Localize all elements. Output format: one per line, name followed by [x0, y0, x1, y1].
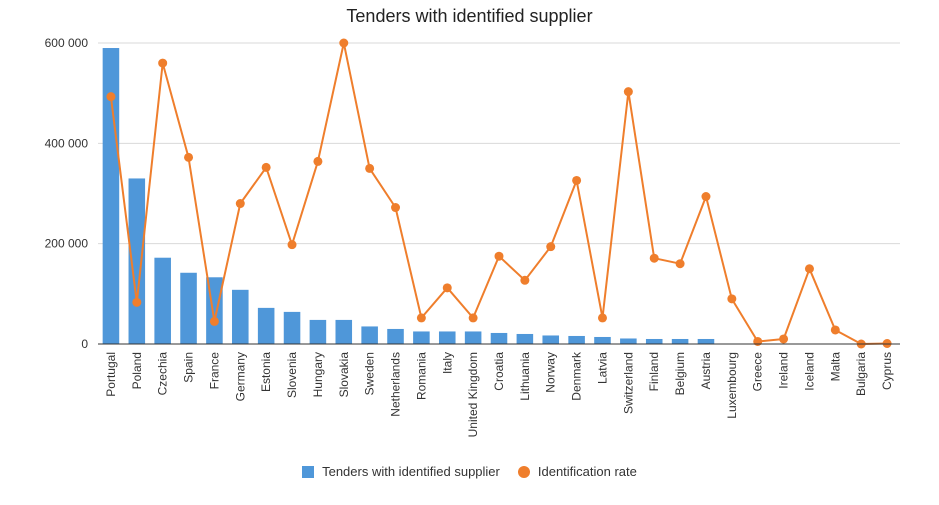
x-tick-label: Netherlands	[389, 352, 403, 417]
bar	[283, 311, 301, 344]
x-tick-label: Poland	[130, 352, 144, 389]
x-tick-label: Hungary	[311, 352, 325, 397]
rate-point	[442, 283, 452, 293]
x-tick-label: Belgium	[673, 352, 687, 395]
bar	[309, 319, 327, 344]
legend-swatch-bar	[302, 465, 315, 478]
x-tick-label: Cyprus	[880, 352, 894, 390]
x-tick-label: Germany	[233, 352, 247, 401]
chart-legend: Tenders with identified supplier Identif…	[0, 464, 939, 479]
bar	[516, 333, 534, 344]
x-tick-label: Malta	[828, 352, 842, 382]
rate-point	[365, 163, 375, 173]
bar	[671, 338, 689, 344]
x-tick-label: Slovakia	[337, 352, 351, 398]
rate-point	[649, 253, 659, 263]
x-tick-label: Croatia	[492, 352, 506, 391]
bar	[413, 331, 430, 344]
rate-line	[109, 42, 888, 345]
chart-title: Tenders with identified supplier	[346, 6, 593, 26]
bar	[438, 331, 456, 344]
legend-swatch-dot	[517, 465, 530, 478]
rate-point	[313, 156, 323, 166]
y-tick-label: 200 000	[45, 237, 89, 251]
rate-point	[830, 325, 840, 335]
rate-point	[235, 199, 245, 209]
rate-point	[209, 316, 219, 326]
x-tick-label: Bulgaria	[854, 352, 868, 396]
rate-point	[882, 338, 892, 348]
x-tick-label: Denmark	[570, 351, 584, 401]
x-tick-label: Slovenia	[285, 352, 299, 398]
x-tick-label: Romania	[414, 352, 428, 400]
rate-point	[339, 38, 349, 48]
bar	[154, 257, 171, 344]
x-tick-label: Luxembourg	[725, 352, 739, 419]
bar	[335, 319, 353, 344]
rate-point	[727, 294, 737, 304]
x-tick-label: Greece	[751, 352, 765, 392]
rate-point	[701, 192, 711, 202]
y-tick-label: 400 000	[45, 136, 89, 150]
rate-point	[623, 87, 633, 97]
rate-point	[753, 336, 763, 346]
bar	[542, 335, 560, 344]
bar	[464, 331, 482, 344]
x-tick-label: Czechia	[156, 352, 170, 396]
rate-point	[106, 92, 116, 102]
x-tick-label: United Kingdom	[466, 352, 480, 437]
rate-point	[572, 175, 582, 185]
x-tick-label: Norway	[544, 352, 558, 393]
rate-point	[261, 162, 271, 172]
x-tick-label: Lithuania	[518, 352, 532, 401]
rate-point	[494, 251, 504, 261]
bar	[697, 338, 715, 344]
x-tick-label: France	[207, 352, 221, 390]
bar	[180, 272, 197, 344]
x-tick-label: Ireland	[777, 352, 791, 389]
rate-point	[468, 313, 478, 323]
x-tick-label: Finland	[647, 352, 661, 391]
rate-point	[416, 313, 426, 323]
legend-item-rate[interactable]: Identification rate	[517, 464, 637, 479]
legend-label-tenders: Tenders with identified supplier	[322, 464, 500, 479]
bar	[620, 338, 637, 344]
x-tick-label: Sweden	[363, 352, 377, 395]
x-tick-label: Spain	[182, 352, 196, 383]
bar	[568, 335, 585, 344]
x-tick-label: Iceland	[802, 352, 816, 391]
x-tick-label: Italy	[440, 352, 454, 374]
rate-point	[132, 297, 142, 307]
bar	[232, 289, 249, 344]
rate-point	[804, 264, 814, 274]
rate-point	[391, 203, 401, 213]
y-tick-label: 0	[81, 337, 88, 351]
bar	[387, 328, 404, 344]
rate-point	[287, 240, 297, 250]
rate-point	[520, 275, 530, 285]
bar	[490, 332, 508, 344]
x-tick-label: Portugal	[104, 352, 118, 397]
bar	[361, 326, 378, 344]
rate-point	[779, 334, 789, 344]
rate-point	[675, 259, 685, 269]
legend-item-tenders[interactable]: Tenders with identified supplier	[302, 464, 500, 479]
x-tick-label: Austria	[699, 352, 713, 390]
bar	[257, 307, 275, 344]
rate-point	[597, 313, 607, 323]
x-tick-label: Latvia	[595, 352, 609, 384]
x-tick-label: Switzerland	[621, 352, 635, 414]
bar	[645, 338, 663, 344]
rate-point	[158, 58, 168, 68]
rate-point	[184, 152, 194, 162]
bar	[594, 336, 611, 344]
legend-label-rate: Identification rate	[537, 464, 637, 479]
rate-point	[546, 242, 556, 252]
x-tick-label: Estonia	[259, 352, 273, 392]
y-tick-label: 600 000	[45, 36, 89, 50]
